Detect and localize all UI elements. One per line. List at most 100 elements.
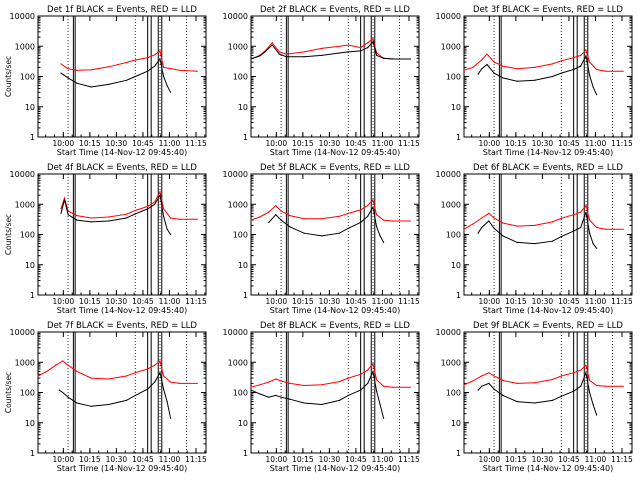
y-tick-label: 1 xyxy=(456,291,461,300)
y-tick-label: 1 xyxy=(243,133,248,142)
lld-data-point xyxy=(580,369,582,371)
events-data-point xyxy=(409,58,411,60)
events-data-point xyxy=(134,75,136,78)
x-tick-label: 10:45 xyxy=(345,139,367,148)
chart-panel-4: Det 4f BLACK = Events, RED = LLD 1 10 100 10… xyxy=(4,163,207,315)
lld-data-point xyxy=(303,384,305,387)
events-data-point xyxy=(271,44,273,46)
y-tick-label: 1 xyxy=(243,291,248,300)
y-axis-label: Counts/sec xyxy=(4,56,13,97)
events-rate-line xyxy=(477,370,598,416)
lld-data-point xyxy=(622,70,624,72)
lld-data-point xyxy=(67,68,69,70)
events-data-point xyxy=(166,401,168,403)
y-tick-label: 10 xyxy=(25,103,35,112)
events-data-point xyxy=(493,227,495,229)
x-axis-label: Start Time (14-Nov-12 09:45:40) xyxy=(483,464,613,473)
plot-frame xyxy=(250,15,420,138)
lld-data-point xyxy=(163,66,165,68)
lld-data-point xyxy=(90,377,92,379)
lld-rate-line xyxy=(60,190,198,220)
events-data-point xyxy=(551,75,554,78)
lld-data-point xyxy=(289,215,291,217)
lld-data-point xyxy=(60,63,62,65)
events-data-point xyxy=(108,220,110,222)
events-data-point xyxy=(516,80,518,82)
chart-panel-9: Det 9f BLACK = Events, RED = LLD 1 10 100 10… xyxy=(436,321,633,473)
x-tick-label: 10:00 xyxy=(479,297,501,306)
lld-data-point xyxy=(76,69,78,71)
events-data-point xyxy=(125,79,127,81)
events-rate-line xyxy=(58,371,172,419)
events-data-point xyxy=(90,221,92,223)
lld-data-point xyxy=(585,49,587,51)
lld-data-point xyxy=(178,69,181,71)
x-tick-label: 10:00 xyxy=(53,139,75,148)
x-tick-label: 10:45 xyxy=(558,139,580,148)
chart-title: Det 9f BLACK = Events, RED = LLD xyxy=(473,321,623,331)
chart-panel-3: Det 3f BLACK = Events, RED = LLD 1 10 100 10… xyxy=(436,5,633,157)
lld-data-point xyxy=(303,51,305,53)
lld-data-point xyxy=(580,211,582,213)
lld-data-point xyxy=(196,218,198,220)
events-data-point xyxy=(596,414,598,416)
lld-data-point xyxy=(278,51,280,53)
events-data-point xyxy=(592,86,594,88)
y-tick-label: 10000 xyxy=(10,328,35,337)
lld-data-point xyxy=(596,68,598,71)
y-tick-label: 1000 xyxy=(228,358,248,367)
x-tick-label: 11:00 xyxy=(585,297,607,306)
chart-panel-2: Det 2f BLACK = Events, RED = LLD 1 10 100 10… xyxy=(223,5,420,157)
lld-data-point xyxy=(502,65,504,67)
lld-data-point xyxy=(303,218,305,220)
x-tick-label: 10:15 xyxy=(79,455,101,464)
events-data-point xyxy=(170,233,172,236)
y-tick-label: 1000 xyxy=(15,358,35,367)
events-data-point xyxy=(147,208,149,210)
events-data-point xyxy=(62,391,64,394)
events-data-point xyxy=(163,75,165,78)
lld-data-point xyxy=(367,42,369,44)
events-data-point xyxy=(159,194,161,196)
x-tick-label: 10:00 xyxy=(53,297,75,306)
y-tick-label: 1000 xyxy=(441,358,461,367)
lld-data-point xyxy=(178,218,181,220)
events-data-point xyxy=(303,402,305,404)
events-data-point xyxy=(67,77,69,79)
lld-data-point xyxy=(280,380,282,382)
lld-data-point xyxy=(589,61,591,63)
lld-data-point xyxy=(516,68,518,70)
events-data-point xyxy=(67,396,69,398)
x-axis-label: Start Time (14-Nov-12 09:45:40) xyxy=(483,148,613,157)
lld-data-point xyxy=(170,381,172,383)
y-tick-label: 10 xyxy=(451,103,461,112)
lld-data-point xyxy=(493,375,495,377)
lld-data-point xyxy=(321,218,323,220)
lld-rate-line xyxy=(37,360,198,384)
lld-data-point xyxy=(360,209,362,211)
y-tick-label: 1000 xyxy=(15,200,35,209)
lld-data-point xyxy=(604,70,607,72)
events-data-point xyxy=(383,57,385,59)
events-data-point xyxy=(125,217,127,219)
y-tick-label: 1 xyxy=(456,449,461,458)
lld-data-point xyxy=(391,386,394,388)
lld-data-point xyxy=(372,199,374,201)
events-data-point xyxy=(585,211,587,213)
lld-data-point xyxy=(376,214,378,216)
lld-data-point xyxy=(134,372,136,374)
x-axis-label: Start Time (14-Nov-12 09:45:40) xyxy=(270,148,400,157)
lld-data-point xyxy=(551,221,554,223)
lld-data-point xyxy=(409,386,411,388)
x-axis-label: Start Time (14-Nov-12 09:45:40) xyxy=(57,464,187,473)
y-tick-label: 1 xyxy=(243,449,248,458)
lld-data-point xyxy=(493,61,495,63)
x-tick-label: 11:15 xyxy=(185,297,207,306)
lld-data-point xyxy=(580,54,582,57)
lld-data-point xyxy=(338,45,340,47)
events-data-point xyxy=(534,402,536,404)
lld-data-point xyxy=(125,213,127,215)
lld-data-point xyxy=(463,69,465,71)
events-data-point xyxy=(67,214,69,216)
